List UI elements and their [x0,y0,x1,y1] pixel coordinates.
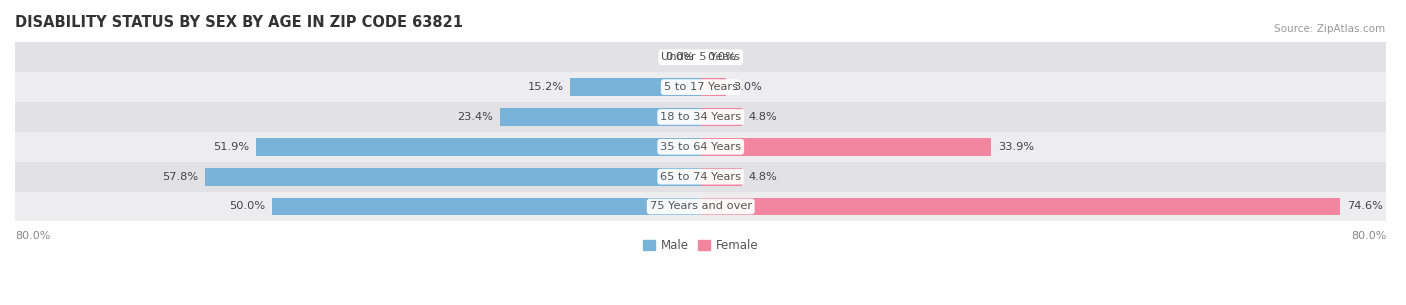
Bar [256,138,700,156]
Bar [273,198,700,215]
Bar [15,162,1386,192]
Text: 0.0%: 0.0% [665,52,695,62]
Bar [15,132,1386,162]
Text: 74.6%: 74.6% [1347,202,1384,211]
Text: 4.8%: 4.8% [749,112,778,122]
Bar [15,42,1386,72]
Text: Source: ZipAtlas.com: Source: ZipAtlas.com [1274,24,1385,34]
Bar [700,198,1340,215]
Text: 65 to 74 Years: 65 to 74 Years [661,172,741,182]
Text: 80.0%: 80.0% [15,231,51,241]
Text: 35 to 64 Years: 35 to 64 Years [661,142,741,152]
Text: 51.9%: 51.9% [212,142,249,152]
Text: Under 5 Years: Under 5 Years [661,52,740,62]
Bar [501,108,700,126]
Text: 18 to 34 Years: 18 to 34 Years [661,112,741,122]
Text: 57.8%: 57.8% [162,172,198,182]
Legend: Male, Female: Male, Female [638,235,763,257]
Text: 50.0%: 50.0% [229,202,266,211]
Bar [205,168,700,185]
Text: 15.2%: 15.2% [527,82,564,92]
Bar [700,108,742,126]
Text: DISABILITY STATUS BY SEX BY AGE IN ZIP CODE 63821: DISABILITY STATUS BY SEX BY AGE IN ZIP C… [15,15,463,30]
Text: 3.0%: 3.0% [734,82,762,92]
Text: 23.4%: 23.4% [457,112,494,122]
Bar [700,168,742,185]
Bar [15,72,1386,102]
Text: 5 to 17 Years: 5 to 17 Years [664,82,738,92]
Text: 0.0%: 0.0% [707,52,737,62]
Bar [700,78,727,96]
Text: 75 Years and over: 75 Years and over [650,202,752,211]
Bar [15,192,1386,221]
Text: 80.0%: 80.0% [1351,231,1386,241]
Bar [571,78,700,96]
Bar [700,138,991,156]
Bar [15,102,1386,132]
Text: 33.9%: 33.9% [998,142,1035,152]
Text: 4.8%: 4.8% [749,172,778,182]
